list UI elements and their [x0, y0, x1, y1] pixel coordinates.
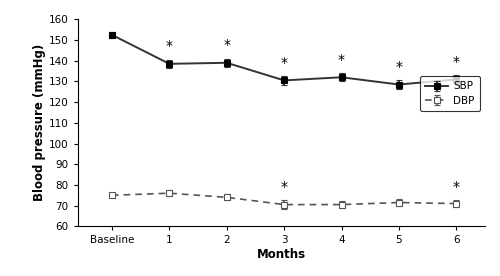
Text: *: * — [280, 180, 287, 194]
Text: *: * — [338, 53, 345, 67]
Text: *: * — [166, 39, 173, 54]
Y-axis label: Blood pressure (mmHg): Blood pressure (mmHg) — [33, 44, 46, 201]
Text: *: * — [223, 38, 230, 52]
X-axis label: Months: Months — [256, 248, 306, 261]
Text: *: * — [453, 180, 460, 194]
Legend: SBP, DBP: SBP, DBP — [420, 76, 480, 111]
Text: *: * — [453, 55, 460, 69]
Text: *: * — [396, 60, 402, 74]
Text: *: * — [280, 56, 287, 70]
